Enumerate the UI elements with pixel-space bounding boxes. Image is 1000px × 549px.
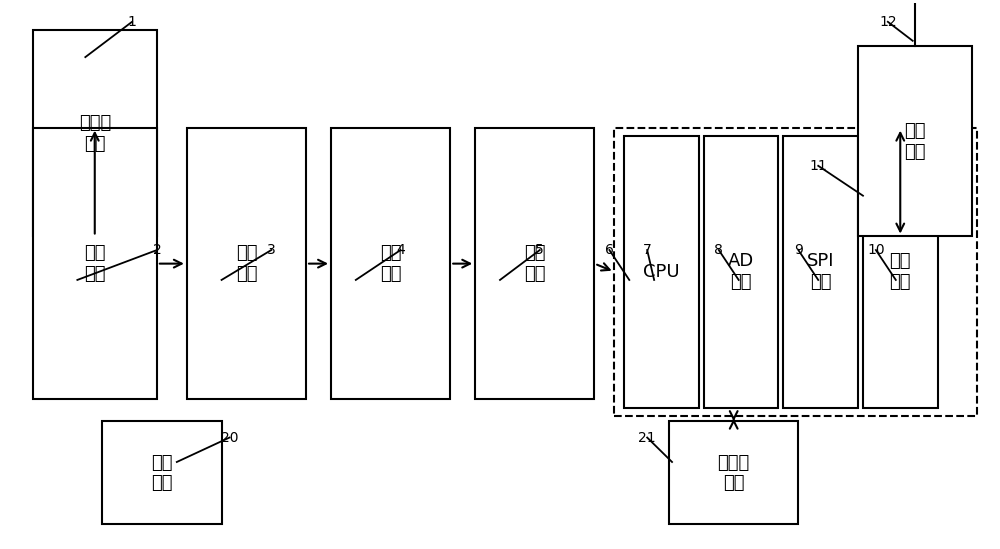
Text: 电路: 电路 — [236, 265, 257, 283]
Text: 自举: 自举 — [236, 244, 257, 262]
Text: 电路: 电路 — [380, 265, 401, 283]
Text: 11: 11 — [809, 159, 827, 173]
Text: 放大: 放大 — [524, 244, 546, 262]
Text: 电路: 电路 — [84, 265, 106, 283]
Text: 3: 3 — [267, 243, 276, 257]
Text: AD: AD — [728, 253, 754, 271]
Text: 电路: 电路 — [151, 474, 173, 492]
Bar — [102, 421, 222, 524]
Text: 采样: 采样 — [84, 244, 106, 262]
Text: 21: 21 — [638, 430, 656, 445]
Bar — [624, 136, 699, 408]
Bar — [33, 128, 157, 400]
Text: 8: 8 — [714, 243, 723, 257]
Text: 7: 7 — [643, 243, 652, 257]
Bar — [863, 136, 938, 408]
Text: 供电: 供电 — [151, 453, 173, 472]
Text: 传感器: 传感器 — [79, 114, 111, 132]
Bar — [614, 128, 977, 416]
Bar — [475, 128, 594, 400]
Bar — [33, 30, 157, 237]
Text: 通信: 通信 — [890, 253, 911, 271]
Text: 20: 20 — [221, 430, 238, 445]
Bar — [783, 136, 858, 408]
Bar — [331, 128, 450, 400]
Text: 模块: 模块 — [84, 135, 106, 153]
Text: 钳位: 钳位 — [380, 244, 401, 262]
Text: 电路: 电路 — [524, 265, 546, 283]
Text: 4: 4 — [396, 243, 405, 257]
Text: 9: 9 — [794, 243, 803, 257]
Text: 模块: 模块 — [890, 273, 911, 291]
Text: 12: 12 — [879, 15, 897, 29]
Text: 6: 6 — [605, 243, 614, 257]
Bar — [858, 46, 972, 237]
Text: 10: 10 — [867, 243, 885, 257]
Text: 1: 1 — [128, 15, 136, 29]
Text: 电路: 电路 — [723, 474, 744, 492]
Text: CPU: CPU — [643, 263, 680, 281]
Text: 模块: 模块 — [810, 273, 831, 291]
Bar — [187, 128, 306, 400]
Text: 5: 5 — [535, 243, 544, 257]
Text: 模块: 模块 — [904, 143, 926, 161]
Text: 2: 2 — [153, 243, 161, 257]
Text: 无线: 无线 — [904, 122, 926, 140]
Bar — [669, 421, 798, 524]
Text: 模块: 模块 — [730, 273, 752, 291]
Text: 存储器: 存储器 — [718, 453, 750, 472]
Bar — [704, 136, 778, 408]
Text: SPI: SPI — [807, 253, 834, 271]
